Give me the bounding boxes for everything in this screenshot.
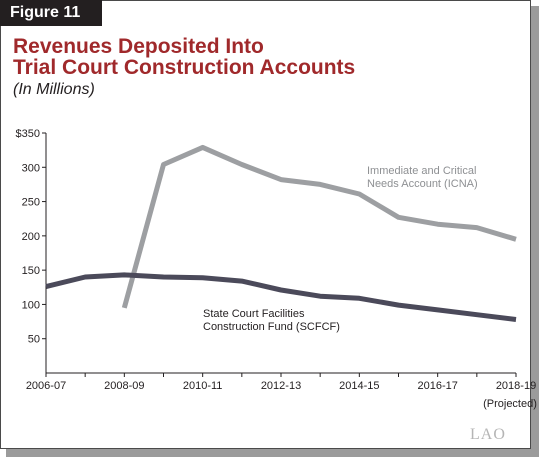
series-label-icna-line-1: Immediate and Critical bbox=[367, 165, 476, 177]
x-tick-note-projected: (Projected) bbox=[483, 398, 537, 410]
series-label-scfcf-line-1: State Court Facilities bbox=[203, 308, 305, 320]
frame-shadow-bottom bbox=[6, 449, 539, 457]
x-tick-label: 2014-15 bbox=[339, 380, 379, 392]
x-tick-label: 2012-13 bbox=[261, 380, 301, 392]
series-line-scfcf bbox=[45, 272, 517, 322]
figure-label: Figure 11 bbox=[0, 0, 102, 26]
y-tick-label: 150 bbox=[22, 265, 40, 277]
y-tick-label: 300 bbox=[22, 162, 40, 174]
x-tick-label: 2006-07 bbox=[26, 380, 66, 392]
series-label-icna-line-2: Needs Account (ICNA) bbox=[367, 178, 478, 190]
chart-title: Revenues Deposited Into Trial Court Cons… bbox=[13, 36, 355, 78]
x-tick-label: 2016-17 bbox=[417, 380, 457, 392]
x-tick-label: 2010-11 bbox=[183, 380, 223, 392]
y-tick-label: 100 bbox=[22, 299, 40, 311]
y-tick-label: $350 bbox=[16, 128, 40, 140]
x-tick-label: 2018-19 bbox=[496, 380, 536, 392]
chart-title-line-1: Revenues Deposited Into bbox=[13, 35, 264, 58]
x-tick-label: 2008-09 bbox=[104, 380, 144, 392]
series-label-scfcf-line-2: Construction Fund (SCFCF) bbox=[203, 321, 340, 333]
lao-logo: LAO bbox=[470, 426, 506, 443]
series-line-icna bbox=[121, 144, 517, 309]
y-tick-label: 200 bbox=[22, 231, 40, 243]
chart-subtitle: (In Millions) bbox=[13, 81, 95, 98]
y-tick-label: 50 bbox=[28, 334, 40, 346]
chart-title-line-2: Trial Court Construction Accounts bbox=[13, 56, 356, 79]
frame-shadow-right bbox=[531, 6, 539, 455]
y-tick-label: 250 bbox=[22, 197, 40, 209]
